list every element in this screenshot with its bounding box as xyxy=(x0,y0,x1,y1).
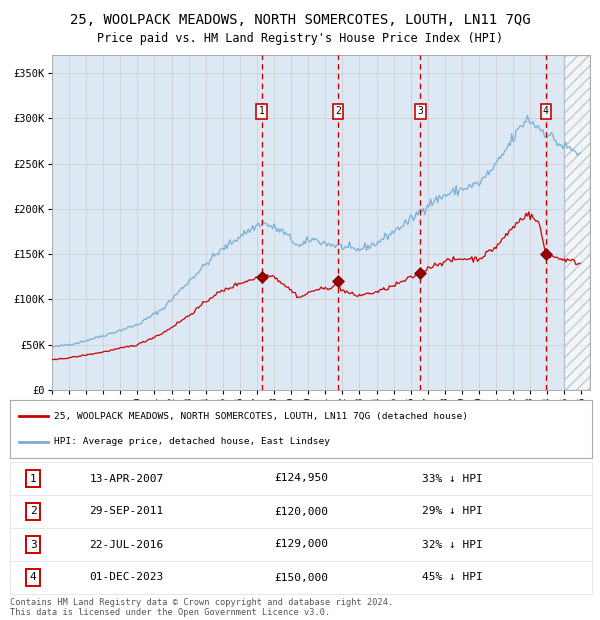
Text: 2: 2 xyxy=(30,507,37,516)
Text: 3: 3 xyxy=(30,539,37,549)
Text: Contains HM Land Registry data © Crown copyright and database right 2024.
This d: Contains HM Land Registry data © Crown c… xyxy=(10,598,393,618)
Text: 29% ↓ HPI: 29% ↓ HPI xyxy=(422,507,482,516)
Text: 4: 4 xyxy=(30,572,37,583)
Text: HPI: Average price, detached house, East Lindsey: HPI: Average price, detached house, East… xyxy=(53,437,329,446)
Text: £120,000: £120,000 xyxy=(274,507,328,516)
Bar xyxy=(565,55,590,390)
Text: 2: 2 xyxy=(335,106,341,116)
Text: £124,950: £124,950 xyxy=(274,474,328,484)
Text: £150,000: £150,000 xyxy=(274,572,328,583)
Text: 22-JUL-2016: 22-JUL-2016 xyxy=(89,539,164,549)
Text: £129,000: £129,000 xyxy=(274,539,328,549)
Text: 1: 1 xyxy=(259,106,265,116)
Text: 13-APR-2007: 13-APR-2007 xyxy=(89,474,164,484)
Text: 25, WOOLPACK MEADOWS, NORTH SOMERCOTES, LOUTH, LN11 7QG (detached house): 25, WOOLPACK MEADOWS, NORTH SOMERCOTES, … xyxy=(53,412,467,421)
Text: 32% ↓ HPI: 32% ↓ HPI xyxy=(422,539,482,549)
Text: 3: 3 xyxy=(417,106,423,116)
Text: 29-SEP-2011: 29-SEP-2011 xyxy=(89,507,164,516)
Text: 25, WOOLPACK MEADOWS, NORTH SOMERCOTES, LOUTH, LN11 7QG: 25, WOOLPACK MEADOWS, NORTH SOMERCOTES, … xyxy=(70,13,530,27)
Text: 33% ↓ HPI: 33% ↓ HPI xyxy=(422,474,482,484)
Text: 1: 1 xyxy=(30,474,37,484)
Text: 01-DEC-2023: 01-DEC-2023 xyxy=(89,572,164,583)
Text: Price paid vs. HM Land Registry's House Price Index (HPI): Price paid vs. HM Land Registry's House … xyxy=(97,32,503,45)
Text: 45% ↓ HPI: 45% ↓ HPI xyxy=(422,572,482,583)
Text: 4: 4 xyxy=(543,106,549,116)
